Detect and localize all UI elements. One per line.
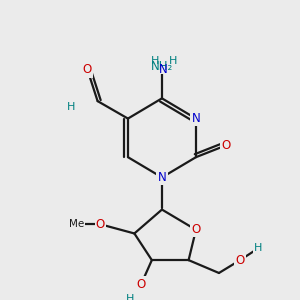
Text: O: O	[236, 254, 245, 267]
Text: H: H	[126, 294, 134, 300]
Text: Me: Me	[69, 219, 84, 229]
Text: O: O	[191, 223, 201, 236]
Text: H: H	[169, 56, 177, 66]
Text: O: O	[222, 139, 231, 152]
Text: O: O	[83, 63, 92, 76]
Text: N: N	[158, 171, 166, 184]
Text: N: N	[158, 63, 167, 76]
Text: O: O	[96, 218, 105, 231]
Text: H: H	[254, 243, 262, 253]
Text: O: O	[136, 278, 146, 291]
Text: N: N	[192, 112, 200, 125]
Text: H: H	[67, 102, 75, 112]
Text: H: H	[150, 56, 159, 66]
Text: NH₂: NH₂	[151, 60, 173, 73]
